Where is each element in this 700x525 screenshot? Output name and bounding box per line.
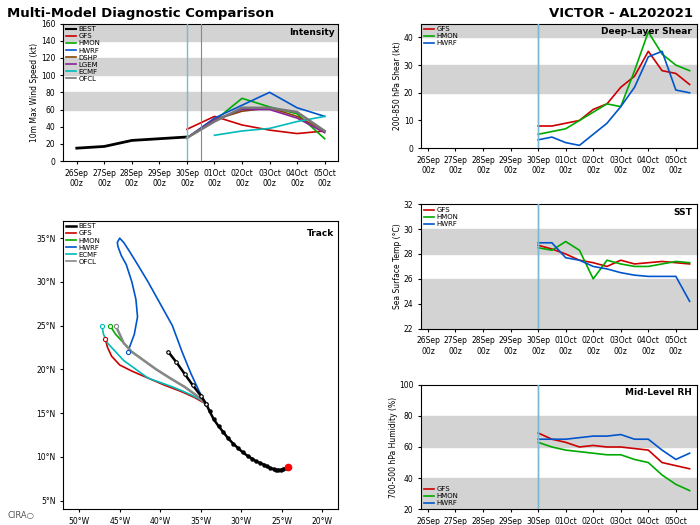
Bar: [63, 92, 338, 110]
Legend: BEST, GFS, HMON, HWRF, DSHP, LGEM, ECMF, OFCL: BEST, GFS, HMON, HWRF, DSHP, LGEM, ECMF,…: [65, 26, 101, 82]
Bar: [63, 24, 338, 41]
Text: Intensity: Intensity: [288, 28, 335, 37]
Text: Mid-Level RH: Mid-Level RH: [626, 388, 692, 397]
Y-axis label: 700-500 hPa Humidity (%): 700-500 hPa Humidity (%): [389, 396, 398, 498]
Bar: [421, 65, 696, 93]
Bar: [63, 58, 338, 75]
Text: SST: SST: [673, 208, 692, 217]
Y-axis label: Sea Surface Temp (°C): Sea Surface Temp (°C): [393, 224, 402, 309]
Bar: [421, 279, 696, 329]
Bar: [421, 24, 696, 37]
Y-axis label: 10m Max Wind Speed (kt): 10m Max Wind Speed (kt): [31, 43, 39, 142]
Legend: GFS, HMON, HWRF: GFS, HMON, HWRF: [423, 486, 459, 507]
Text: Multi-Model Diagnostic Comparison: Multi-Model Diagnostic Comparison: [7, 7, 274, 20]
Bar: [421, 478, 696, 509]
Text: Track: Track: [307, 229, 335, 238]
Legend: GFS, HMON, HWRF: GFS, HMON, HWRF: [423, 26, 459, 47]
Legend: BEST, GFS, HMON, HWRF, ECMF, OFCL: BEST, GFS, HMON, HWRF, ECMF, OFCL: [65, 223, 101, 265]
Text: Deep-Layer Shear: Deep-Layer Shear: [601, 27, 692, 36]
Text: VICTOR - AL202021: VICTOR - AL202021: [549, 7, 693, 20]
Bar: [421, 416, 696, 447]
Bar: [421, 229, 696, 254]
Y-axis label: 200-850 hPa Shear (kt): 200-850 hPa Shear (kt): [393, 41, 402, 130]
Text: CIRA○: CIRA○: [7, 511, 34, 520]
Legend: GFS, HMON, HWRF: GFS, HMON, HWRF: [423, 206, 459, 228]
